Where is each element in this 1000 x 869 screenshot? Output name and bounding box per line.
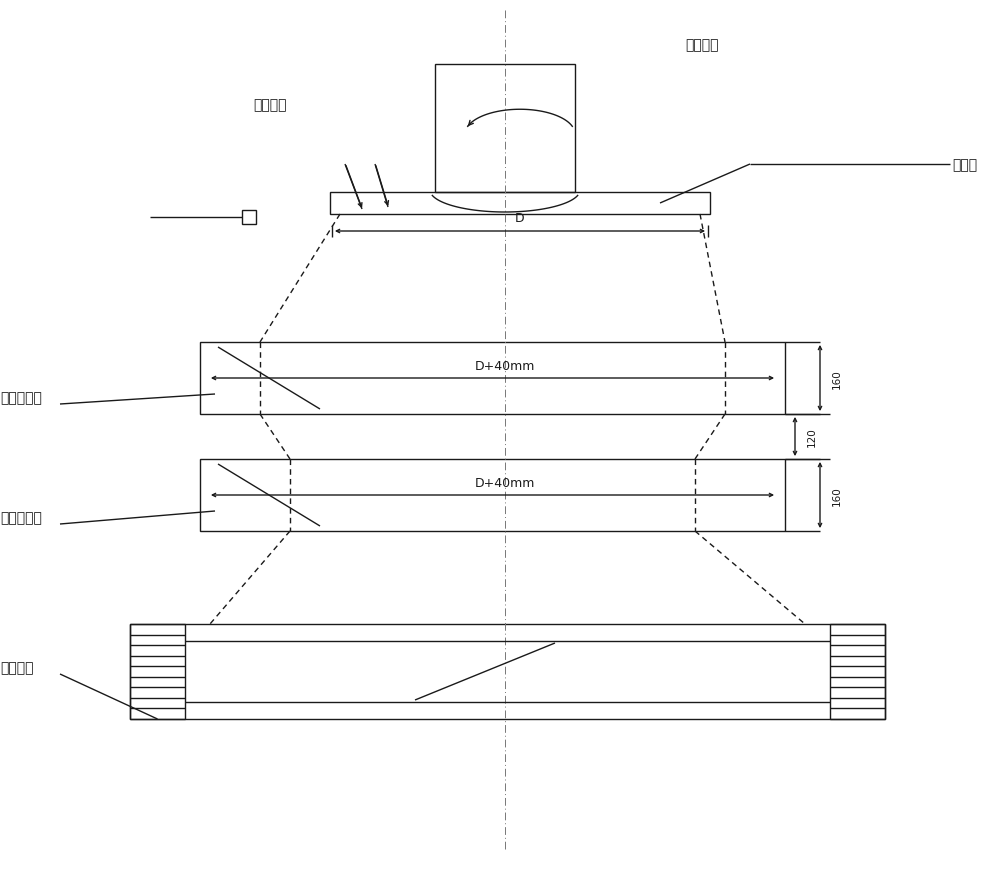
Text: 工频感应器: 工频感应器 [0, 390, 42, 405]
Text: 160: 160 [832, 368, 842, 388]
Text: D: D [515, 212, 525, 225]
Text: D+40mm: D+40mm [475, 360, 535, 373]
Bar [435, 65, 575, 193]
Text: 矫直辊: 矫直辊 [952, 158, 977, 172]
Bar [242, 211, 256, 225]
Bar [830, 624, 885, 720]
Text: 120: 120 [807, 428, 817, 447]
Text: 中频感应器: 中频感应器 [0, 510, 42, 524]
Bar [200, 342, 785, 415]
Bar [130, 624, 185, 720]
Text: D+40mm: D+40mm [475, 476, 535, 489]
Text: 噴淋水圈: 噴淋水圈 [0, 660, 34, 674]
Bar [200, 460, 785, 531]
Text: 下降淣火: 下降淣火 [253, 98, 287, 112]
Text: 工件自转: 工件自转 [685, 38, 718, 52]
Bar [330, 193, 710, 215]
Bar [130, 624, 885, 720]
Text: 160: 160 [832, 486, 842, 505]
